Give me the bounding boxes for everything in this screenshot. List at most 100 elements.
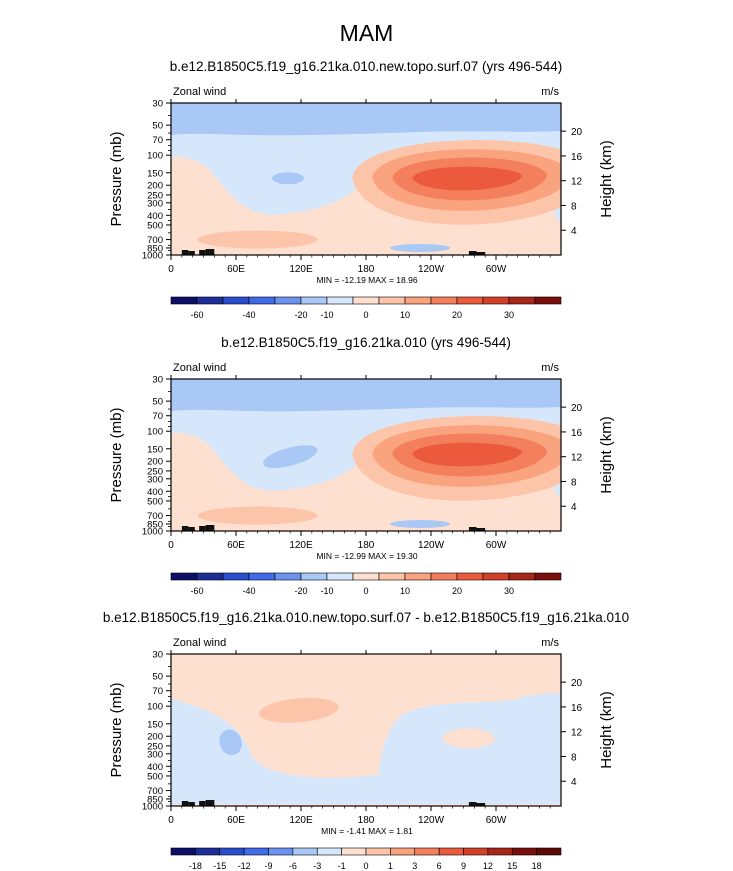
chart-panel-2: 3050701001502002503004005007008501000481… <box>108 335 615 596</box>
height-tick-label: 4 <box>571 226 577 237</box>
colorbar-label: 10 <box>400 310 410 320</box>
y-tick-label: 700 <box>147 786 163 797</box>
colorbar-label: 20 <box>452 310 462 320</box>
colorbar-swatch <box>326 296 354 305</box>
topography-bar <box>181 526 189 531</box>
y-tick-label: 50 <box>152 121 163 132</box>
colorbar-swatch <box>243 847 269 856</box>
colorbar-swatch <box>300 572 328 581</box>
y-tick-label: 30 <box>152 99 163 110</box>
min-max-stats: MIN = -1.41 MAX = 1.81 <box>321 826 413 836</box>
right-axis-label: Height (km) <box>598 140 615 218</box>
colorbar: -60 -40 -20 -10 0 10 20 30 <box>170 572 562 596</box>
y-tick-label: 500 <box>147 771 163 782</box>
colorbar-label: 30 <box>504 310 514 320</box>
colorbar-label: 0 <box>363 586 368 596</box>
colorbar-label: -40 <box>242 310 255 320</box>
figure-title: MAM <box>339 20 394 46</box>
colorbar-swatch <box>170 296 198 305</box>
colorbar-swatch <box>378 296 406 305</box>
colorbar-swatch <box>482 296 510 305</box>
x-tick-label: 180 <box>358 815 375 826</box>
y-tick-label: 200 <box>147 457 163 468</box>
colorbar-swatch <box>316 847 342 856</box>
y-tick-label: 200 <box>147 181 163 192</box>
colorbar-swatch <box>326 572 354 581</box>
x-tick-label: 120W <box>418 540 445 551</box>
right-axis-label: Height (km) <box>598 416 615 494</box>
colorbar-swatch <box>300 296 328 305</box>
topography-bar <box>476 803 486 806</box>
colorbar: -18 -15 -12 -9 -6 -3 -1 0 1 3 6 9 12 15 18 <box>170 847 562 871</box>
colorbar-swatch <box>378 572 406 581</box>
positive-patch-small <box>442 728 495 749</box>
colorbar-swatch <box>248 572 276 581</box>
topography-bar <box>476 252 486 255</box>
min-max-stats: MIN = -12.19 MAX = 18.96 <box>316 275 417 285</box>
colorbar-label: 30 <box>504 586 514 596</box>
height-tick-label: 4 <box>571 502 577 513</box>
colorbar-swatch <box>404 572 432 581</box>
y-tick-label: 400 <box>147 487 163 498</box>
y-tick-label: 1000 <box>142 251 163 262</box>
colorbar-label: -60 <box>190 310 203 320</box>
colorbar-swatch <box>274 296 302 305</box>
colorbar-label: -40 <box>242 586 255 596</box>
right-axis-label: Height (km) <box>598 691 615 769</box>
y-tick-label: 50 <box>152 397 163 408</box>
topography-bar <box>181 801 189 806</box>
colorbar-swatch <box>511 847 537 856</box>
y-tick-label: 850 <box>147 243 163 254</box>
x-tick-label: 180 <box>358 264 375 275</box>
colorbar-label: -10 <box>320 310 333 320</box>
colorbar-swatch <box>482 572 510 581</box>
height-tick-label: 8 <box>571 752 577 763</box>
x-tick-label: 120E <box>289 540 313 551</box>
y-tick-label: 250 <box>147 741 163 752</box>
easterly-top-band <box>171 379 561 412</box>
y-tick-label: 70 <box>152 411 163 422</box>
colorbar-label: 12 <box>483 861 493 871</box>
x-tick-label: 120E <box>289 264 313 275</box>
y-tick-label: 850 <box>147 519 163 530</box>
easterly-patch-mid <box>263 445 318 468</box>
x-tick-label: 120W <box>418 815 445 826</box>
colorbar-label: 10 <box>400 586 410 596</box>
min-max-stats: MIN = -12.99 MAX = 19.30 <box>316 551 417 561</box>
topography-bar <box>205 525 215 531</box>
colorbar-label: -6 <box>289 861 297 871</box>
chart-panel-3: 3050701001502002503004005007008501000481… <box>103 610 629 871</box>
height-tick-label: 20 <box>571 678 583 689</box>
topography-bar <box>205 800 215 806</box>
x-tick-label: 0 <box>168 264 174 275</box>
y-tick-label: 150 <box>147 168 163 179</box>
y-tick-label: 700 <box>147 511 163 522</box>
colorbar-swatch <box>222 572 250 581</box>
colorbar-label: 18 <box>532 861 542 871</box>
topography-bar <box>188 527 195 531</box>
contour-field <box>171 103 561 255</box>
colorbar-label: -20 <box>294 310 307 320</box>
y-tick-label: 70 <box>152 135 163 146</box>
colorbar-label: 1 <box>388 861 393 871</box>
colorbar-label: -15 <box>213 861 226 871</box>
panel-left-label: Zonal wind <box>173 637 226 649</box>
height-tick-label: 16 <box>571 703 583 714</box>
colorbar-swatch <box>508 296 536 305</box>
colorbar-swatch <box>196 572 224 581</box>
negative-patch <box>219 729 242 756</box>
panel-units: m/s <box>541 86 559 98</box>
colorbar-label: -60 <box>190 586 203 596</box>
colorbar-label: -12 <box>238 861 251 871</box>
height-tick-label: 20 <box>571 403 583 414</box>
y-tick-label: 400 <box>147 211 163 222</box>
easterly-patch-low <box>390 243 451 252</box>
topography-bar <box>468 251 477 255</box>
y-tick-label: 30 <box>152 375 163 386</box>
positive-patch <box>258 697 339 723</box>
y-tick-label: 1000 <box>142 527 163 538</box>
westerly-low <box>197 506 318 525</box>
y-tick-label: 300 <box>147 474 163 485</box>
y-tick-label: 1000 <box>142 802 163 813</box>
